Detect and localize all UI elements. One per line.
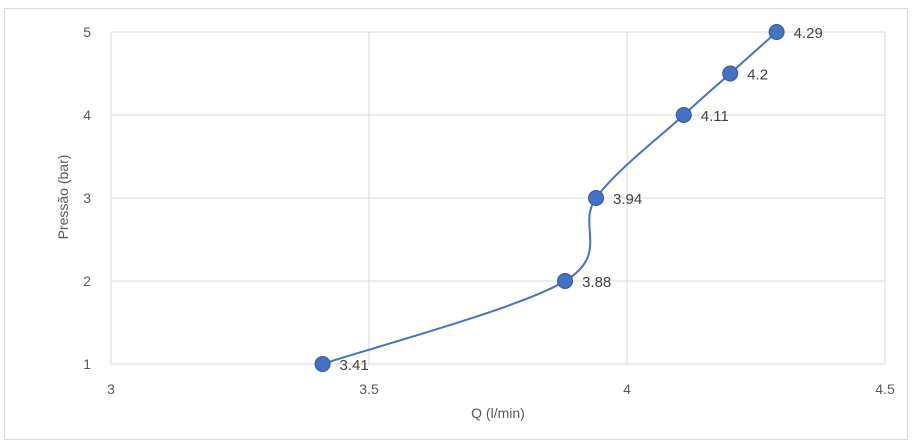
y-axis-title: Pressão (bar) xyxy=(55,155,71,240)
data-label: 4.2 xyxy=(747,67,768,84)
data-point xyxy=(675,107,692,123)
data-point xyxy=(588,190,605,206)
x-axis-title: Q (l/min) xyxy=(471,405,525,421)
chart-frame xyxy=(4,8,908,440)
y-tick-label: 3 xyxy=(83,190,91,206)
grid xyxy=(110,31,886,365)
data-label: 4.29 xyxy=(794,25,823,42)
data-label: 4.11 xyxy=(701,108,729,125)
x-tick-label: 3 xyxy=(107,381,115,397)
data-point xyxy=(557,273,574,289)
ticks: 3 3.5 4 4.5 1 2 3 4 5 xyxy=(83,24,895,397)
x-tick-label: 3.5 xyxy=(359,381,379,397)
data-point xyxy=(722,65,739,82)
data-point xyxy=(768,24,785,40)
y-tick-label: 1 xyxy=(83,356,91,372)
x-tick-label: 4.5 xyxy=(875,381,895,397)
x-tick-label: 4 xyxy=(623,381,631,397)
y-tick-label: 4 xyxy=(83,107,91,123)
data-point xyxy=(314,356,331,372)
series: 3.41 3.88 3.94 4.11 4.2 4.29 xyxy=(314,24,823,374)
data-label: 3.94 xyxy=(613,191,642,208)
data-label: 3.88 xyxy=(582,274,611,291)
y-tick-label: 2 xyxy=(83,273,91,289)
y-tick-label: 5 xyxy=(83,24,91,40)
data-label: 3.41 xyxy=(340,357,369,374)
